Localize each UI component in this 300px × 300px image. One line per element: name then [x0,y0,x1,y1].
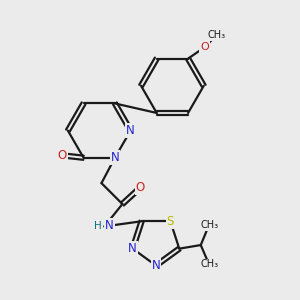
Text: S: S [167,215,174,228]
Text: N: N [152,259,160,272]
Text: H: H [94,221,102,231]
Text: N: N [105,219,114,232]
Text: O: O [57,149,67,162]
Text: N: N [126,124,135,137]
Text: N: N [110,151,119,164]
Text: CH₃: CH₃ [207,30,226,40]
Text: CH₃: CH₃ [200,220,218,230]
Text: O: O [136,181,145,194]
Text: CH₃: CH₃ [200,260,218,269]
Text: O: O [200,42,209,52]
Text: N: N [128,242,137,255]
